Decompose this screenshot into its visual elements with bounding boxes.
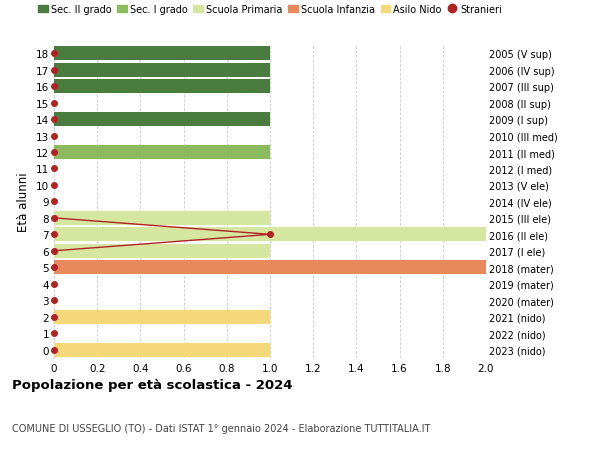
Bar (54, 212, 270, 225)
Bar (54, 63, 270, 78)
Y-axis label: Età alunni: Età alunni (17, 172, 31, 232)
Bar (54, 244, 270, 258)
Text: COMUNE DI USSEGLIO (TO) - Dati ISTAT 1° gennaio 2024 - Elaborazione TUTTITALIA.I: COMUNE DI USSEGLIO (TO) - Dati ISTAT 1° … (12, 424, 430, 433)
Text: Popolazione per età scolastica - 2024: Popolazione per età scolastica - 2024 (12, 378, 293, 391)
Bar (54, 310, 270, 324)
Bar (54, 228, 486, 242)
Legend: Sec. II grado, Sec. I grado, Scuola Primaria, Scuola Infanzia, Asilo Nido, Stran: Sec. II grado, Sec. I grado, Scuola Prim… (38, 5, 502, 15)
Bar (54, 261, 486, 274)
Bar (54, 113, 270, 127)
Bar (54, 80, 270, 94)
Bar (54, 146, 270, 160)
Bar (54, 343, 270, 357)
Bar (54, 47, 270, 61)
